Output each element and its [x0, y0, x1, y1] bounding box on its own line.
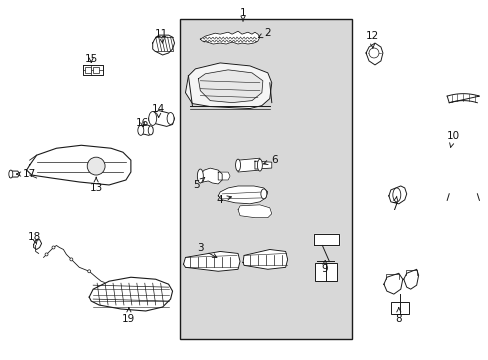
Ellipse shape — [167, 113, 174, 125]
Ellipse shape — [392, 188, 400, 202]
Text: 18: 18 — [28, 231, 41, 244]
Text: 9: 9 — [321, 260, 327, 274]
Polygon shape — [238, 158, 259, 172]
Circle shape — [87, 270, 90, 273]
Text: 5: 5 — [193, 177, 204, 190]
Polygon shape — [83, 65, 103, 75]
Text: 1: 1 — [239, 8, 246, 21]
Text: 12: 12 — [365, 31, 378, 48]
Bar — [390, 302, 408, 314]
Ellipse shape — [148, 112, 156, 125]
Text: 8: 8 — [395, 308, 401, 324]
Text: 17: 17 — [17, 169, 36, 179]
Text: 7: 7 — [391, 196, 397, 212]
Polygon shape — [218, 186, 267, 204]
Text: 14: 14 — [152, 104, 165, 117]
Text: 10: 10 — [446, 131, 459, 147]
Bar — [179, 19, 351, 339]
Text: 4: 4 — [217, 195, 231, 205]
Polygon shape — [243, 249, 287, 269]
Circle shape — [52, 246, 55, 249]
Polygon shape — [314, 234, 339, 246]
Polygon shape — [152, 35, 174, 55]
Text: 11: 11 — [155, 29, 168, 43]
Text: 13: 13 — [89, 177, 102, 193]
Polygon shape — [200, 31, 259, 44]
Polygon shape — [10, 171, 20, 177]
Text: 16: 16 — [136, 118, 149, 129]
Ellipse shape — [148, 126, 153, 135]
Bar — [93, 67, 99, 73]
Ellipse shape — [9, 170, 13, 178]
Polygon shape — [218, 172, 230, 180]
Ellipse shape — [260, 189, 266, 199]
Text: 6: 6 — [263, 155, 278, 165]
Text: 2: 2 — [258, 28, 270, 38]
Circle shape — [70, 258, 73, 261]
Ellipse shape — [197, 169, 203, 183]
Polygon shape — [34, 239, 41, 249]
Polygon shape — [403, 269, 418, 289]
Polygon shape — [238, 205, 271, 218]
Polygon shape — [198, 168, 222, 184]
Text: 19: 19 — [122, 308, 135, 324]
Text: 3: 3 — [197, 243, 216, 257]
Ellipse shape — [235, 159, 240, 171]
Text: 15: 15 — [84, 54, 98, 64]
Ellipse shape — [257, 159, 262, 171]
Polygon shape — [185, 63, 271, 109]
Circle shape — [87, 157, 105, 175]
Polygon shape — [388, 186, 406, 204]
Polygon shape — [183, 251, 240, 271]
Ellipse shape — [138, 125, 143, 135]
Polygon shape — [89, 277, 172, 311]
Polygon shape — [254, 161, 271, 169]
Polygon shape — [198, 70, 263, 103]
Polygon shape — [148, 111, 174, 126]
Polygon shape — [383, 273, 402, 294]
Bar — [315, 264, 337, 281]
Polygon shape — [139, 125, 152, 135]
Bar — [85, 67, 91, 73]
Circle shape — [45, 253, 48, 256]
Circle shape — [368, 48, 378, 58]
Polygon shape — [27, 145, 131, 185]
Polygon shape — [446, 94, 478, 103]
Polygon shape — [366, 43, 382, 65]
